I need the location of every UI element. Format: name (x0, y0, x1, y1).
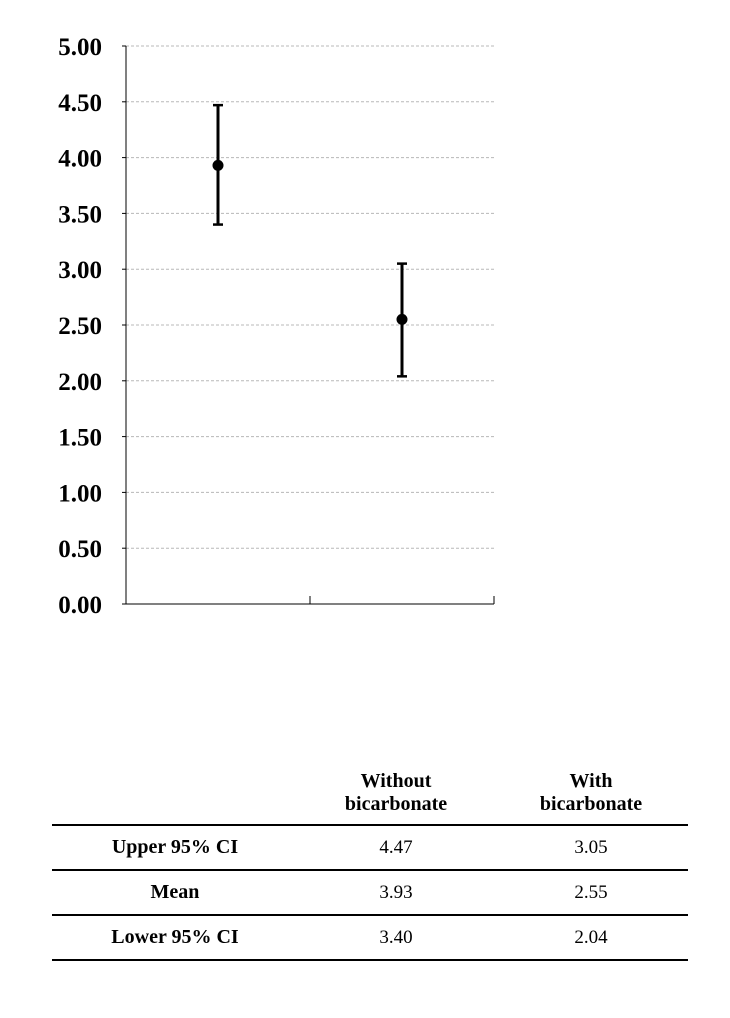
y-tick-label: 3.50 (58, 201, 102, 228)
cell-upper-with: 3.05 (494, 824, 688, 871)
mean-point (212, 159, 224, 171)
y-tick-label: 2.50 (58, 313, 102, 340)
y-tick-label: 4.50 (58, 90, 102, 117)
row-label-upper-ci: Upper 95% CI (52, 824, 298, 871)
table-header-with-bicarbonate: With bicarbonate (539, 770, 643, 815)
table-header-row: Without bicarbonate With bicarbonate (52, 770, 688, 825)
cell-mean-with: 2.55 (494, 870, 688, 916)
y-tick-label: 0.00 (58, 592, 102, 619)
table-row: Lower 95% CI 3.40 2.04 (52, 915, 688, 961)
mean-point (396, 313, 408, 325)
cell-lower-with: 2.04 (494, 915, 688, 961)
y-tick-label: 1.50 (58, 425, 102, 452)
y-tick-label: 0.50 (58, 536, 102, 563)
y-tick-label: 5.00 (58, 34, 102, 61)
table-row: Mean 3.93 2.55 (52, 870, 688, 916)
y-tick-label: 2.00 (58, 369, 102, 396)
confidence-interval-table: Without bicarbonate With bicarbonate Upp… (52, 770, 688, 961)
row-label-lower-ci: Lower 95% CI (52, 915, 298, 961)
cell-mean-without: 3.93 (298, 870, 494, 916)
y-tick-label: 3.00 (58, 257, 102, 284)
y-tick-label: 4.00 (58, 146, 102, 173)
table-row: Upper 95% CI 4.47 3.05 (52, 824, 688, 871)
y-tick-label: 1.00 (58, 480, 102, 507)
error-bar-chart: 0.00 0.50 1.00 1.50 2.00 2.50 3.00 3.50 4.00 4.50… (58, 34, 495, 619)
table-header-blank (52, 770, 298, 825)
cell-upper-without: 4.47 (298, 824, 494, 871)
table-header-without-bicarbonate: Without bicarbonate (344, 770, 448, 815)
row-label-mean: Mean (52, 870, 298, 916)
cell-lower-without: 3.40 (298, 915, 494, 961)
